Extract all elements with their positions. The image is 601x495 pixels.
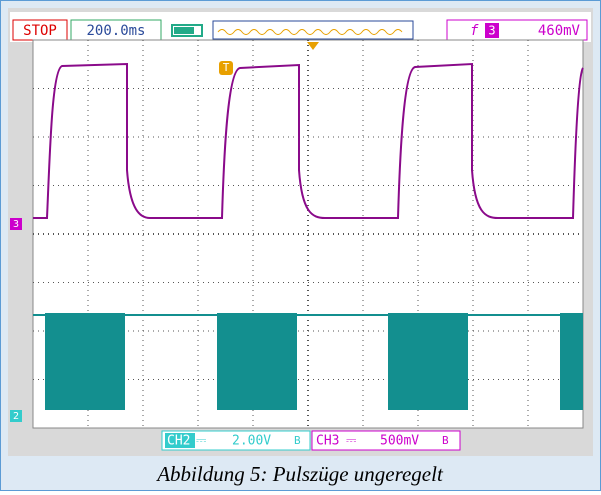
- trigger-label: T: [223, 61, 230, 74]
- ch3-coupling-symbol: ⎓: [346, 434, 356, 449]
- battery-level: [174, 27, 194, 34]
- caption: Abbildung 5: Pulszüge ungeregelt: [155, 462, 444, 486]
- figure: STOP 200.0ms f 3 460mV T 3 2 CH2 ⎓ 2.00V…: [0, 0, 601, 491]
- ch2-pulse: [388, 313, 468, 410]
- ch2-name: CH2: [167, 434, 190, 449]
- run-state: STOP: [23, 23, 57, 39]
- trigger-level: 460mV: [538, 23, 581, 39]
- ch3-scale: 500mV: [380, 434, 419, 449]
- trigger-channel: 3: [488, 24, 495, 38]
- timebase: 200.0ms: [86, 23, 145, 39]
- ch2-marker-label: 2: [13, 411, 19, 422]
- ch2-pulse: [560, 313, 583, 410]
- ch2-coupling-symbol: ⎓: [196, 434, 206, 449]
- ch3-coupling: B: [442, 434, 449, 447]
- ch3-marker-label: 3: [13, 219, 19, 230]
- ch2-pulse: [217, 313, 297, 410]
- ch3-name: CH3: [316, 434, 339, 449]
- ch2-scale: 2.00V: [232, 434, 271, 449]
- ch2-coupling: B: [294, 434, 301, 447]
- ch2-pulse: [45, 313, 125, 410]
- edge-icon: f: [470, 23, 479, 39]
